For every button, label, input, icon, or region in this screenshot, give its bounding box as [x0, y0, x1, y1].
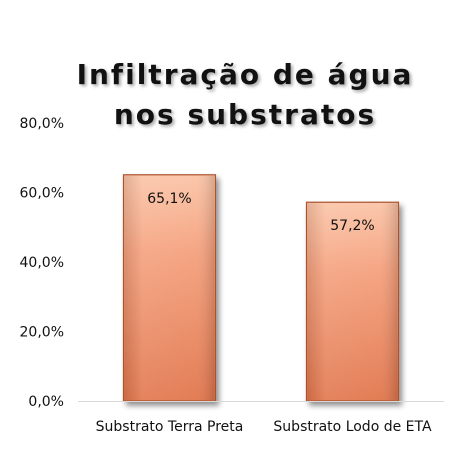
x-category-label: Substrato Lodo de ETA — [273, 419, 432, 435]
y-tick-label: 40,0% — [20, 255, 64, 271]
y-tick-label: 60,0% — [20, 186, 64, 202]
chart-title-line-1: Infiltração de água — [76, 58, 414, 91]
y-tick-label: 0,0% — [28, 394, 64, 410]
bar-sheen — [124, 175, 215, 400]
bar-value-label: 65,1% — [147, 191, 191, 207]
y-tick-label: 20,0% — [20, 325, 64, 341]
bar-value-label: 57,2% — [330, 218, 374, 234]
y-tick-label: 80,0% — [20, 116, 64, 132]
x-category-label: Substrato Terra Preta — [96, 419, 244, 435]
bar-sheen — [307, 203, 398, 400]
chart-title-line-2: nos substratos — [113, 98, 377, 131]
